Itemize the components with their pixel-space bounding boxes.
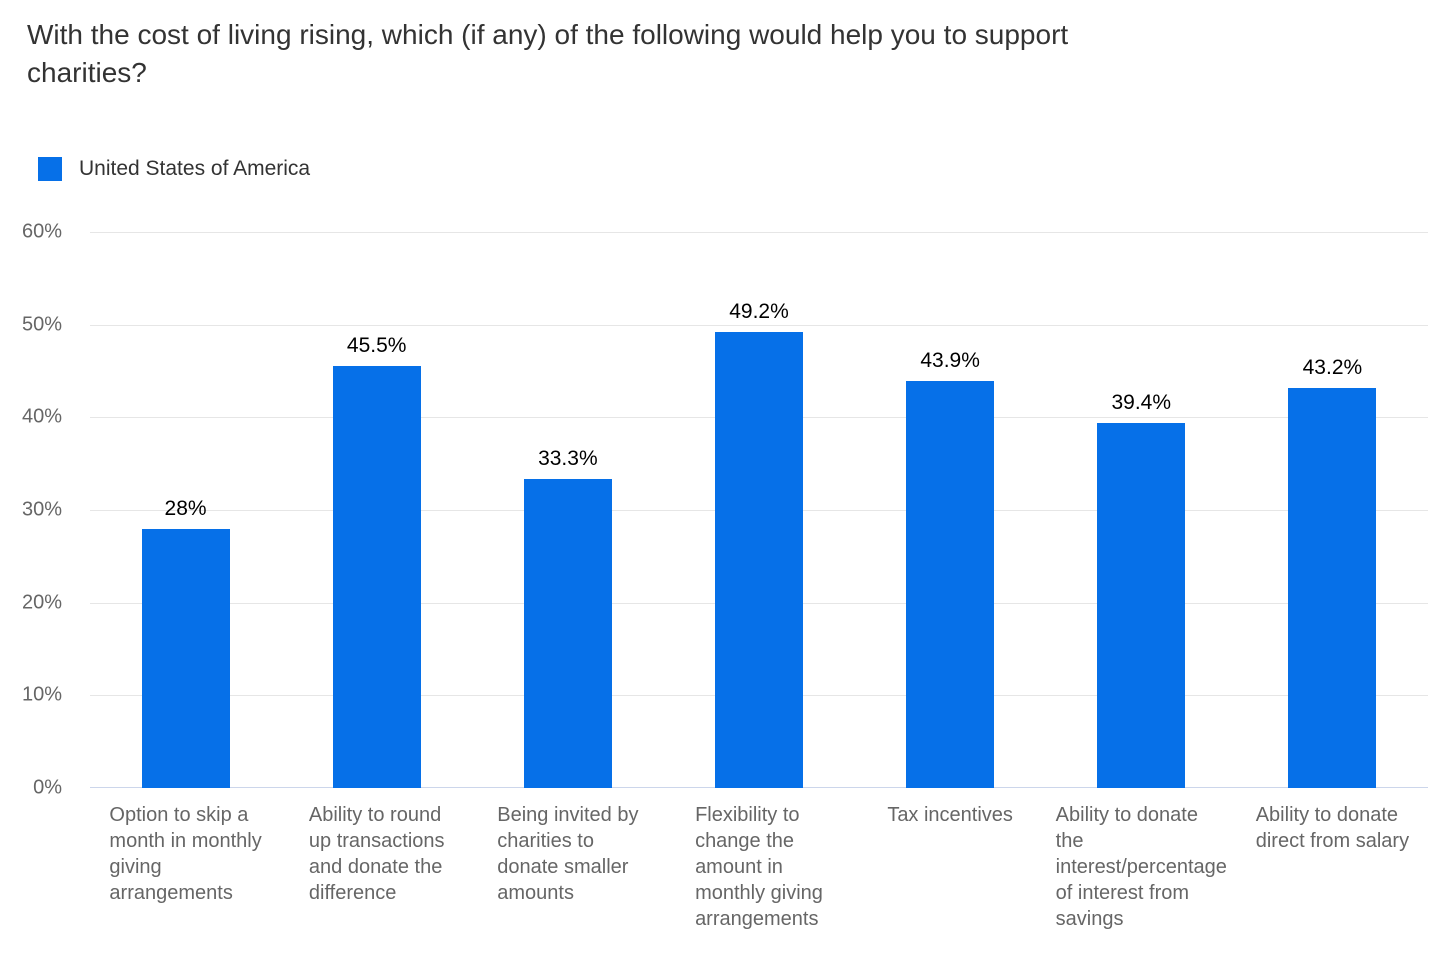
bar-value-label-4: 49.2% — [729, 300, 789, 324]
x-tick-cell-2: Ability to round up transactions and don… — [281, 802, 472, 906]
x-tick-label-6: Ability to donate the interest/percentag… — [1055, 804, 1227, 930]
y-tick-label-30: 30% — [21, 498, 62, 521]
x-axis: Option to skip a month in monthly giving… — [90, 802, 1428, 932]
x-tick-label-2: Ability to round up transactions and don… — [308, 804, 445, 904]
category-band-6: 39.4% — [1046, 232, 1237, 788]
category-band-7: 43.2% — [1237, 232, 1428, 788]
bar-value-label-7: 43.2% — [1302, 355, 1363, 379]
x-tick-label-5: Tax incentives — [887, 804, 1013, 826]
x-tick-cell-3: Being invited by charities to donate sma… — [472, 802, 663, 906]
y-tick-label-40: 40% — [21, 405, 62, 428]
legend-label: United States of America — [79, 157, 311, 180]
bar-3[interactable] — [523, 479, 612, 788]
y-axis: 0% 10% 20% 30% 40% 50% 60% — [0, 221, 78, 799]
category-band-3: 33.3% — [472, 232, 663, 788]
bar-value-label-6: 39.4% — [1111, 390, 1172, 414]
x-tick-cell-5: Tax incentives — [855, 802, 1046, 828]
chart-title: With the cost of living rising, which (i… — [27, 19, 1069, 88]
x-tick-label-3: Being invited by charities to donate sma… — [497, 804, 639, 904]
gridline-50 — [90, 324, 1428, 326]
category-band-5: 43.9% — [855, 232, 1046, 788]
category-band-2: 45.5% — [281, 232, 472, 788]
x-tick-label-4: Flexibility to change the amount in mont… — [695, 804, 823, 930]
bar-6[interactable] — [1097, 422, 1186, 788]
bar-value-label-3: 33.3% — [538, 447, 598, 471]
bar-1[interactable] — [141, 528, 230, 788]
y-tick-label-20: 20% — [21, 591, 62, 614]
x-tick-label-7: Ability to donate direct from salary — [1255, 804, 1410, 852]
y-tick-label-10: 10% — [21, 683, 62, 706]
bar-value-label-5: 43.9% — [920, 349, 980, 373]
category-band-4: 49.2% — [663, 232, 854, 788]
gridline-60 — [90, 232, 1428, 233]
bar-7[interactable] — [1288, 387, 1377, 788]
bar-value-label-2: 45.5% — [346, 334, 407, 358]
x-tick-cell-4: Flexibility to change the amount in mont… — [663, 802, 854, 932]
bar-5[interactable] — [906, 381, 995, 788]
x-tick-cell-1: Option to skip a month in monthly giving… — [90, 802, 281, 906]
bar-series-usa: 28% 45.5% 33.3% 49.2% 43.9% 39.4% 43.2% — [90, 232, 1428, 788]
x-tick-cell-6: Ability to donate the interest/percentag… — [1046, 802, 1237, 932]
legend-item-usa[interactable]: United States of America — [38, 157, 310, 181]
plot-area: 28% 45.5% 33.3% 49.2% 43.9% 39.4% 43.2% — [90, 232, 1428, 788]
y-tick-label-50: 50% — [21, 313, 62, 336]
y-tick-label-0: 0% — [33, 776, 62, 799]
x-tick-cell-7: Ability to donate direct from salary — [1237, 802, 1428, 854]
x-tick-label-1: Option to skip a month in monthly giving… — [109, 804, 262, 904]
bar-2[interactable] — [332, 366, 421, 788]
y-tick-label-60: 60% — [21, 220, 62, 243]
category-band-1: 28% — [90, 232, 281, 788]
bar-value-label-1: 28% — [164, 496, 207, 520]
legend-swatch-icon — [38, 157, 62, 181]
bar-4[interactable] — [714, 332, 803, 788]
